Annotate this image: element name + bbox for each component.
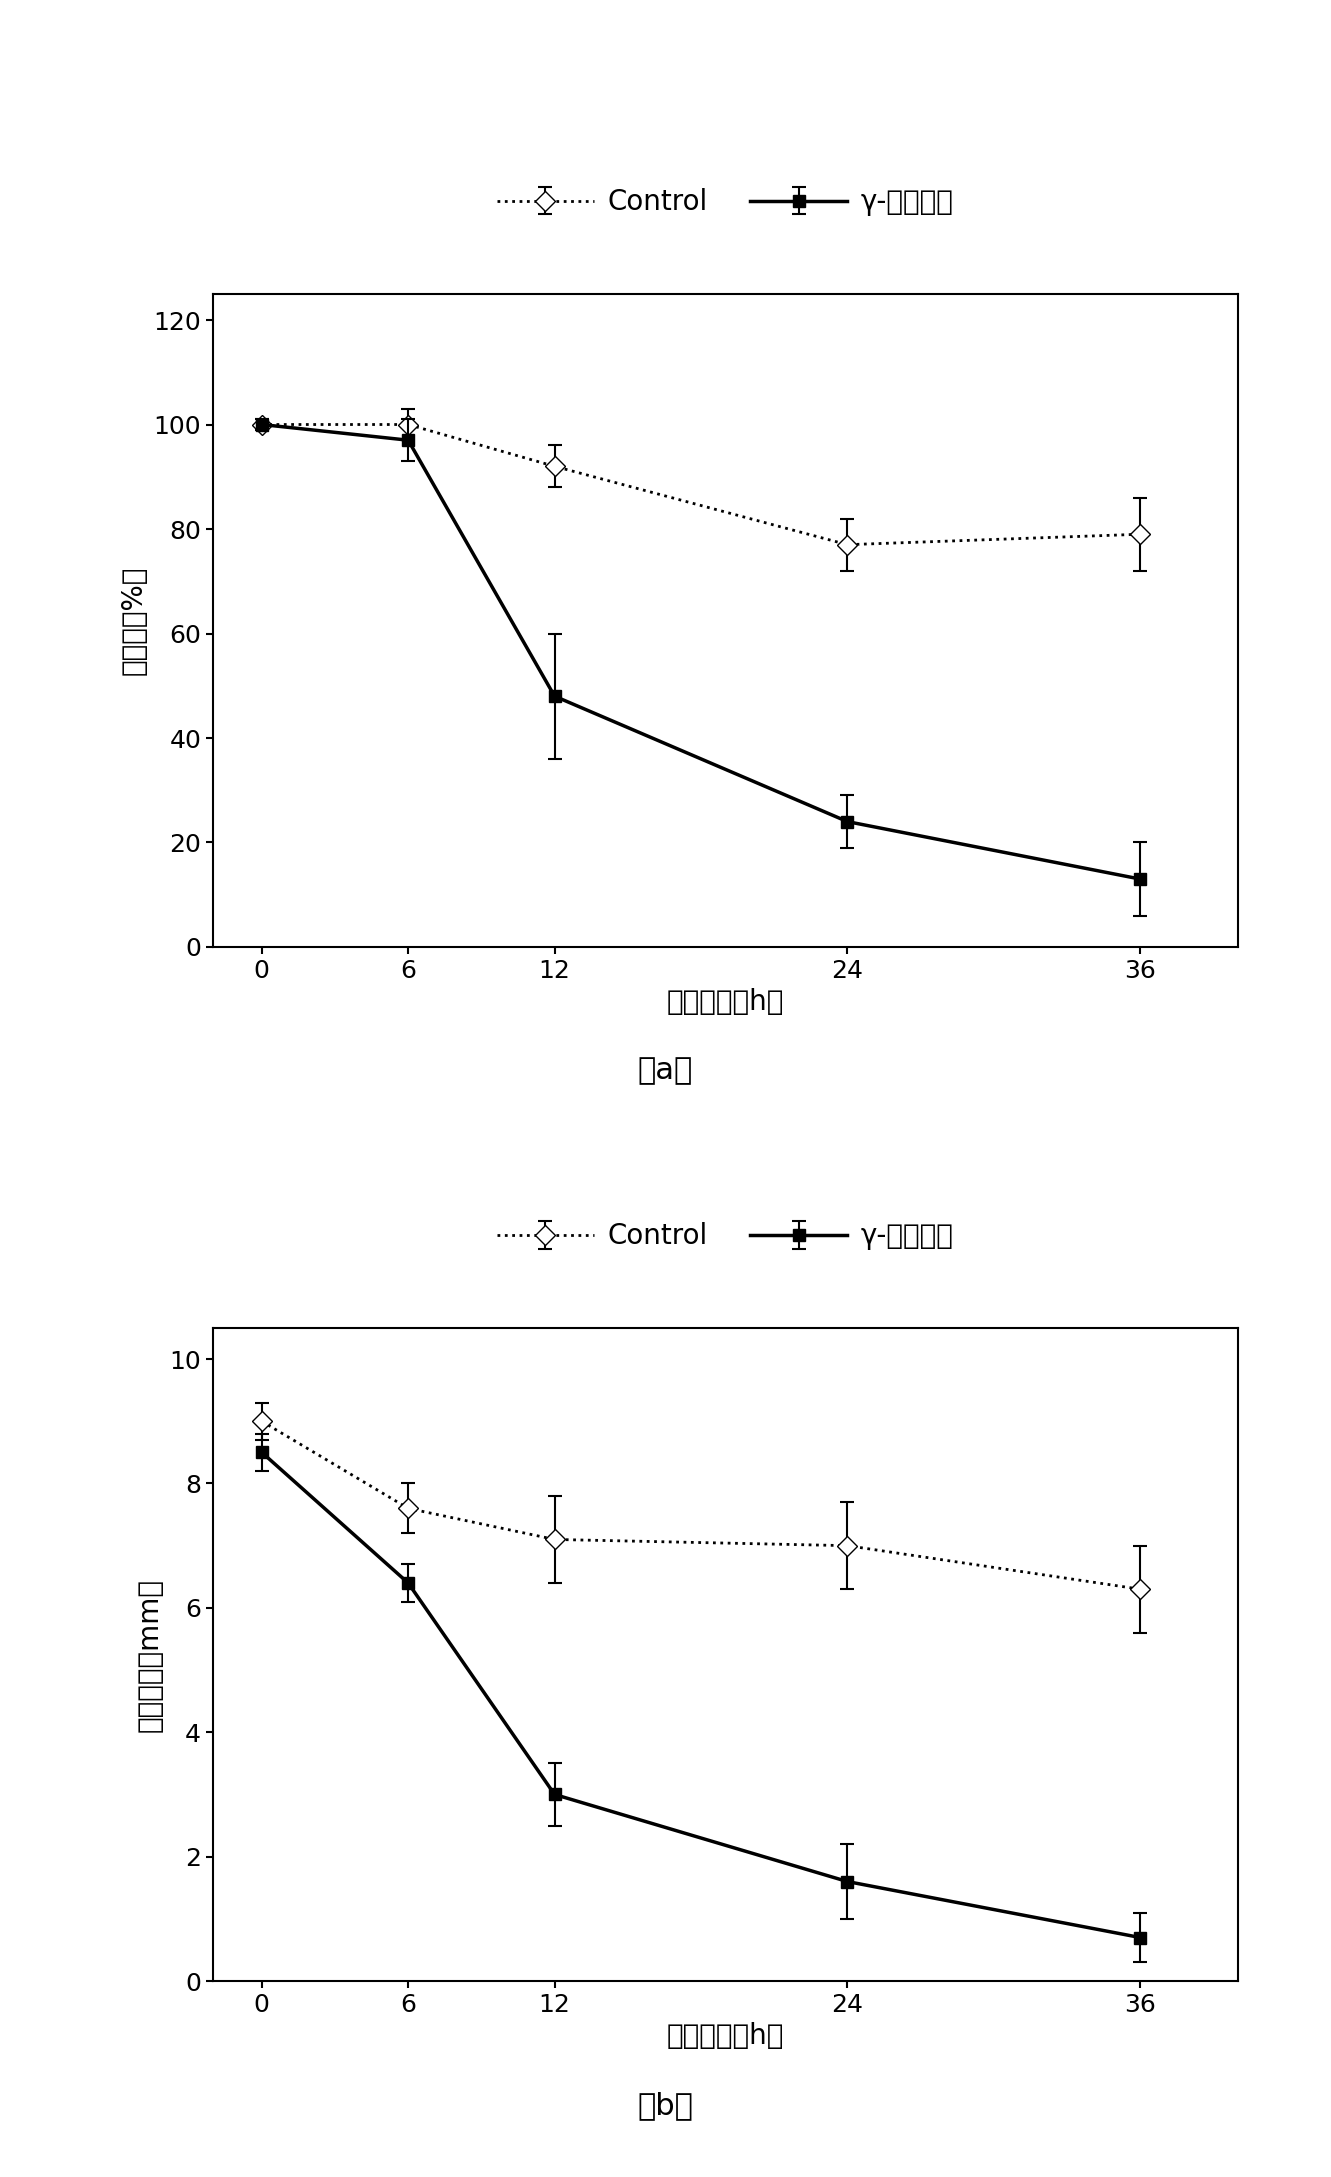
Text: （b）: （b）: [638, 2090, 693, 2120]
Y-axis label: 病斑直径（mm）: 病斑直径（mm）: [136, 1578, 164, 1731]
Legend: Control, γ-氨基丁酸: Control, γ-氨基丁酸: [486, 176, 965, 226]
Text: （a）: （a）: [638, 1056, 693, 1086]
Y-axis label: 发病率（%）: 发病率（%）: [120, 566, 148, 675]
X-axis label: 诱导时间（h）: 诱导时间（h）: [667, 2022, 784, 2051]
X-axis label: 诱导时间（h）: 诱导时间（h）: [667, 988, 784, 1017]
Legend: Control, γ-氨基丁酸: Control, γ-氨基丁酸: [486, 1210, 965, 1260]
